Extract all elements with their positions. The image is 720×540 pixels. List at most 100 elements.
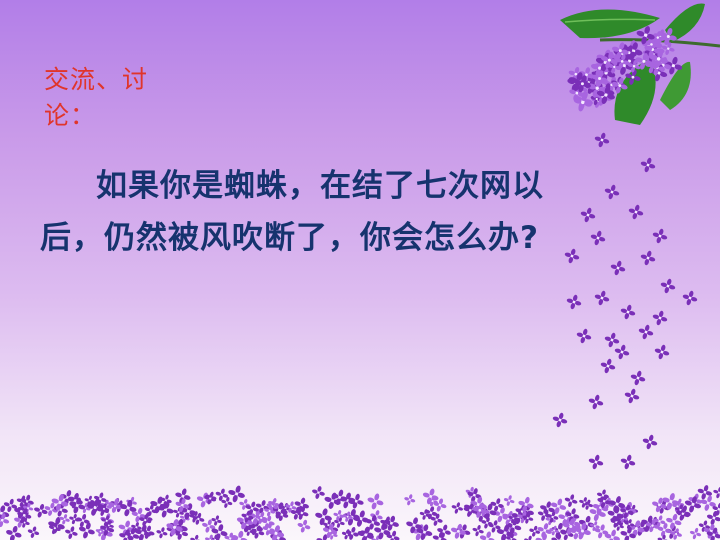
petal-flower xyxy=(614,521,624,531)
petal-flower xyxy=(312,486,325,499)
petal-flower xyxy=(0,513,10,528)
petal-flower xyxy=(467,488,482,503)
petal-flower xyxy=(202,519,216,533)
petal-flower xyxy=(713,486,720,499)
petal-flower xyxy=(600,358,616,374)
petal-flower xyxy=(579,497,590,508)
petal-flower xyxy=(65,526,78,540)
petal-flower xyxy=(490,498,504,512)
petal-flower xyxy=(607,506,624,523)
petal-flower xyxy=(700,495,716,511)
petal-flower xyxy=(437,524,451,539)
petal-flower xyxy=(537,523,552,538)
petal-flower xyxy=(472,502,488,518)
petal-flower xyxy=(322,523,338,539)
petal-flower xyxy=(357,526,374,540)
petal-flower xyxy=(600,51,618,69)
petal-flower xyxy=(508,513,519,524)
petal-flower xyxy=(666,513,682,530)
petal-flower xyxy=(604,184,620,200)
petal-flower xyxy=(642,434,658,450)
petal-flower xyxy=(166,519,183,536)
petal-flower xyxy=(450,523,466,539)
petal-flower xyxy=(594,524,609,539)
petal-flower xyxy=(342,511,353,522)
petal-flower xyxy=(562,518,579,535)
petal-flower xyxy=(660,278,676,294)
petal-flower xyxy=(3,498,18,513)
petal-flower xyxy=(215,488,229,501)
petal-flower xyxy=(241,510,254,523)
petal-flower xyxy=(552,412,568,428)
petal-flower xyxy=(264,505,276,517)
petal-flower xyxy=(627,59,641,73)
petal-flower xyxy=(654,344,670,360)
petal-flower xyxy=(522,512,534,524)
petal-flower xyxy=(211,515,222,526)
petal-flower xyxy=(472,524,484,537)
petal-flower xyxy=(573,75,591,93)
petal-flower xyxy=(628,204,644,220)
petal-flower xyxy=(503,495,515,506)
petal-flower xyxy=(192,512,205,525)
petal-flower xyxy=(706,527,720,540)
petal-flower xyxy=(367,493,384,510)
petal-flower xyxy=(98,503,110,515)
petal-flower xyxy=(574,522,591,540)
petal-flower xyxy=(657,523,672,537)
petal-flower xyxy=(640,157,656,173)
flower-carpet-icon xyxy=(0,485,720,540)
petal-flower xyxy=(374,523,391,540)
petal-flower xyxy=(134,524,151,540)
petal-flower xyxy=(649,49,668,69)
petal-flower xyxy=(406,517,423,534)
petal-flower xyxy=(670,528,682,540)
lilac-branch-icon xyxy=(560,3,720,125)
petal-flower xyxy=(624,388,640,404)
petal-flower xyxy=(228,485,245,503)
petal-flower xyxy=(638,324,654,340)
petal-flower xyxy=(565,508,580,523)
petal-flower xyxy=(48,522,61,535)
petal-flower xyxy=(652,228,668,244)
petal-flower xyxy=(698,520,711,532)
petal-flower xyxy=(566,294,582,310)
petal-flower xyxy=(589,521,600,531)
petal-flower xyxy=(580,207,596,223)
petal-flower xyxy=(635,53,653,70)
petal-flower xyxy=(682,290,698,306)
petal-flower xyxy=(345,526,359,540)
petal-flower xyxy=(17,508,32,523)
petal-flower xyxy=(594,132,610,148)
petal-flower xyxy=(275,508,289,522)
petal-flower xyxy=(596,86,615,104)
petal-flower xyxy=(659,27,677,46)
petal-flower xyxy=(180,503,197,520)
petal-flower xyxy=(588,394,604,410)
petal-flower xyxy=(315,508,332,526)
petal-flower xyxy=(564,248,580,264)
petal-flower xyxy=(652,497,667,513)
petal-flower xyxy=(706,510,720,525)
petal-flower xyxy=(316,534,328,540)
petal-flower xyxy=(573,93,592,112)
petal-flower xyxy=(383,515,399,531)
petal-flower xyxy=(588,454,604,470)
petal-flower xyxy=(365,515,381,530)
petal-flower xyxy=(69,497,86,514)
petal-flower xyxy=(604,332,620,348)
falling-petals xyxy=(552,132,698,470)
petal-flower xyxy=(433,498,447,512)
petal-flower xyxy=(34,503,48,518)
petal-flower xyxy=(549,525,559,536)
petal-flower xyxy=(120,499,137,517)
petal-flower xyxy=(285,501,297,513)
petal-flower xyxy=(604,529,620,540)
petal-flower xyxy=(78,522,95,539)
petal-flower xyxy=(160,494,172,506)
petal-flower xyxy=(640,250,656,266)
petal-flower xyxy=(550,498,567,514)
petal-flower xyxy=(518,496,534,513)
